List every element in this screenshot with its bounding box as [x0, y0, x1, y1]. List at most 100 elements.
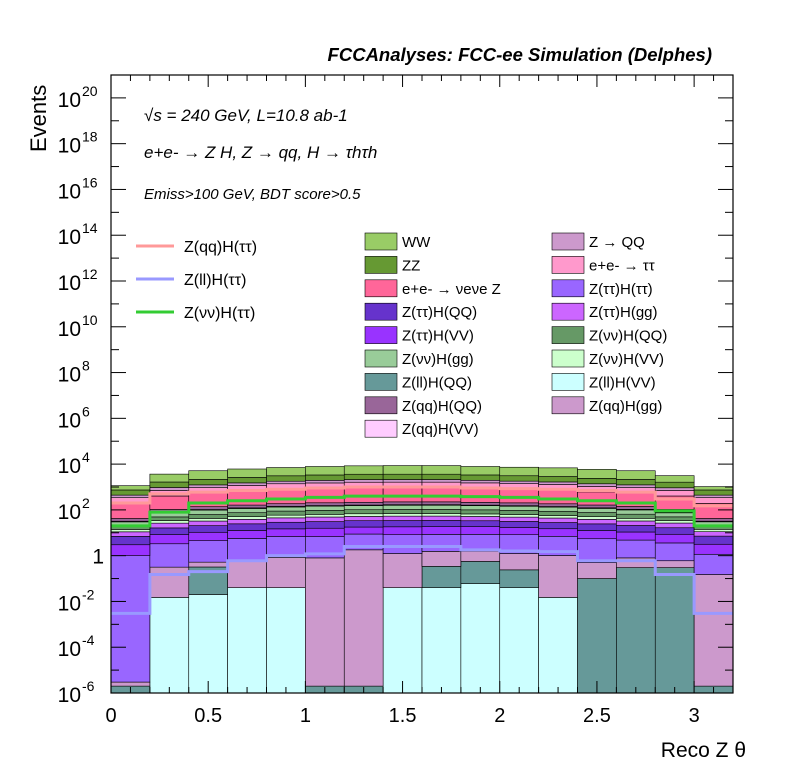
stack-bar-9-13 — [616, 509, 656, 515]
y-tick-exp-5: 10 — [82, 312, 98, 328]
stack-bar-5-8 — [421, 520, 462, 527]
stack-bar-15-6 — [343, 473, 384, 480]
stack-bar-5-12 — [577, 523, 617, 531]
stack-bar-15-4 — [266, 475, 306, 482]
stack-bar-11-15 — [693, 518, 734, 522]
stack-bar-9-3 — [227, 508, 267, 513]
y-tick-label-13: 10 — [58, 684, 81, 707]
stack-bar-15-15 — [693, 489, 734, 496]
y-tick-label-0: 10 — [58, 89, 81, 112]
stack-bar-12-1 — [149, 495, 190, 510]
x-tick-label-3: 1.5 — [389, 705, 417, 727]
stack-bar-16-1 — [149, 473, 190, 483]
stack-bar-15-7 — [382, 473, 423, 480]
y-tick-exp-0: 20 — [82, 83, 98, 99]
stack-bar-0-10 — [499, 587, 539, 694]
stack-bar-12-5 — [305, 488, 345, 504]
stack-bar-14-9 — [460, 479, 501, 484]
stack-bar-14-4 — [266, 480, 306, 485]
stack-bar-2-3 — [227, 559, 267, 588]
stack-bar-5-7 — [382, 520, 423, 528]
stack-bar-16-10 — [499, 466, 539, 477]
stack-bar-9-8 — [421, 504, 462, 510]
stack-bar-12-11 — [538, 489, 578, 505]
stack-bar-11-10 — [499, 502, 539, 506]
legend-label-2: ZZ — [402, 257, 420, 274]
stack-bar-2-9 — [460, 550, 501, 562]
legend-lines: Z(qq)H(ττ) Z(ll)H(ττ) Z(νν)H(ττ) — [136, 239, 257, 322]
legend-label-16: Z(qq)H(VV) — [402, 421, 479, 438]
legend-swatch-13 — [551, 373, 585, 391]
stack-bar-12-4 — [266, 489, 306, 504]
stack-bar-4-5 — [305, 527, 345, 537]
stack-bar-5-5 — [305, 521, 345, 529]
legend-label-6: Z(ττ)H(QQ) — [402, 304, 477, 321]
legend-label-7: Z(ττ)H(gg) — [589, 304, 658, 321]
stack-bar-7-10 — [499, 514, 539, 518]
stack-bar-11-2 — [188, 506, 228, 510]
legend-swatch-12 — [364, 373, 398, 391]
stack-bar-14-3 — [227, 482, 267, 486]
stack-bar-5-2 — [188, 525, 228, 533]
legend-swatch-11 — [551, 349, 585, 368]
x-tick-label-0: 0 — [105, 705, 116, 727]
stack-bar-4-8 — [421, 526, 462, 535]
stack-bar-2-1 — [149, 566, 190, 598]
legend-swatch-4 — [364, 279, 398, 298]
y-tick-exp-13: -6 — [82, 678, 95, 694]
stack-bar-6-14 — [654, 522, 695, 529]
stack-bar-1-8 — [421, 566, 462, 588]
signal-line-2 — [111, 494, 733, 528]
stack-bar-5-1 — [149, 527, 190, 535]
stack-bar-12-0 — [110, 503, 151, 519]
legend-label-11: Z(νν)H(VV) — [589, 351, 664, 368]
stack-bar-2-0 — [110, 681, 151, 687]
stack-bar-11-12 — [577, 504, 617, 509]
annotation-energy-lumi: √s = 240 GeV, L=10.8 ab-1 — [144, 106, 348, 125]
y-tick-exp-4: 12 — [82, 266, 98, 282]
legend-label-13: Z(ll)H(VV) — [589, 374, 656, 391]
legend-swatch-6 — [364, 302, 398, 321]
legend-swatch-9 — [551, 326, 585, 344]
stack-bar-14-2 — [188, 484, 228, 488]
stack-bar-3-13 — [616, 539, 656, 559]
y-tick-exp-8: 4 — [82, 449, 90, 465]
stack-bar-6-11 — [538, 517, 578, 523]
y-tick-exp-1: 18 — [82, 129, 98, 145]
legend-label-5: Z(ττ)H(ττ) — [589, 281, 653, 298]
stack-bar-6-2 — [188, 520, 228, 526]
stack-bar-3-8 — [421, 534, 462, 552]
stack-bar-5-0 — [110, 536, 151, 546]
stack-bar-15-5 — [305, 474, 345, 481]
stack-bar-2-11 — [538, 555, 578, 598]
stack-bar-4-6 — [343, 526, 384, 535]
stack-bar-8-2 — [188, 514, 228, 519]
stack-bar-5-14 — [654, 527, 695, 535]
stack-bar-0-11 — [538, 597, 578, 694]
stack-bar-4-11 — [538, 528, 578, 537]
stack-bar-11-9 — [460, 502, 501, 506]
stack-bar-5-10 — [499, 521, 539, 528]
legend-label-10: Z(νν)H(gg) — [402, 351, 474, 368]
stack-bar-9-2 — [188, 509, 228, 515]
stack-bar-16-13 — [616, 470, 656, 480]
y-tick-exp-11: -2 — [82, 586, 95, 602]
stack-bar-6-3 — [227, 519, 267, 525]
stack-bar-7-2 — [188, 518, 228, 522]
stack-bar-7-4 — [266, 514, 306, 519]
stack-bar-0-7 — [382, 587, 423, 694]
y-tick-label-1: 10 — [58, 135, 81, 158]
stack-bar-14-11 — [538, 481, 578, 485]
stack-bar-14-7 — [382, 479, 423, 483]
stack-bar-5-11 — [538, 522, 578, 530]
stack-bar-1-13 — [616, 567, 656, 694]
stack-bar-6-8 — [421, 515, 462, 521]
stack-bar-1-12 — [577, 578, 617, 694]
y-tick-exp-12: -4 — [82, 632, 95, 648]
x-tick-label-6: 3 — [689, 705, 700, 727]
stack-bar-2-12 — [577, 562, 617, 579]
signal-line-1 — [111, 545, 733, 615]
x-tick-label-5: 2.5 — [583, 705, 611, 727]
stack-bar-11-8 — [421, 501, 462, 505]
y-tick-label-3: 10 — [58, 226, 81, 249]
